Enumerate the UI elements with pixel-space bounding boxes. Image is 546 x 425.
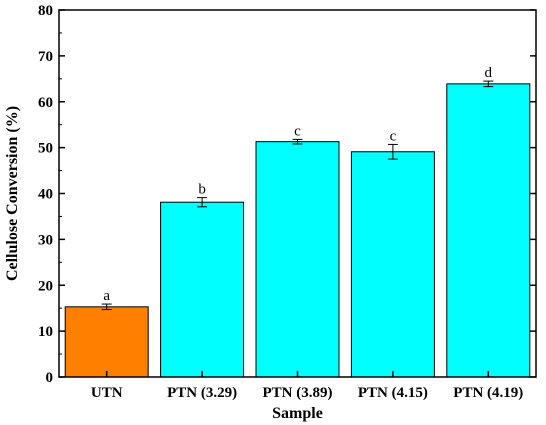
bar-3 — [350, 151, 435, 378]
y-tick-label: 20 — [38, 278, 53, 294]
y-tick-label: 80 — [38, 3, 53, 19]
y-axis-title: Cellulose Conversion (%) — [4, 106, 21, 281]
significance-label-0: a — [103, 288, 110, 304]
error-bars-group — [101, 80, 494, 311]
y-tick-label: 10 — [38, 324, 53, 340]
significance-label-2: c — [294, 123, 301, 139]
significance-label-1: b — [198, 182, 206, 198]
bar-0 — [64, 306, 149, 378]
significance-label-3: c — [390, 128, 397, 144]
bar-4 — [446, 83, 531, 378]
x-tick-label: PTN (3.89) — [263, 385, 333, 401]
bar-2 — [255, 141, 340, 378]
y-tick-label: 70 — [38, 49, 53, 65]
y-tick-label: 40 — [38, 187, 53, 203]
y-tick-label: 0 — [46, 370, 54, 386]
significance-labels-group: a b c c d — [103, 65, 492, 304]
significance-label-4: d — [485, 65, 493, 81]
y-tick-label: 50 — [38, 141, 53, 157]
x-tick-label: PTN (4.19) — [453, 385, 523, 401]
bar-1 — [160, 201, 245, 378]
x-tick-label: UTN — [91, 385, 123, 401]
x-tick-label: PTN (3.29) — [167, 385, 237, 401]
x-tick-label: PTN (4.15) — [358, 385, 428, 401]
x-axis-ticks: UTN PTN (3.29) PTN (3.89) PTN (4.15) PTN (4.… — [91, 371, 523, 401]
y-axis-ticks: 0 10 20 30 40 50 60 70 80 — [38, 3, 536, 386]
y-tick-label: 30 — [38, 232, 53, 248]
y-tick-label: 60 — [38, 95, 53, 111]
x-axis-title: Sample — [272, 405, 323, 422]
